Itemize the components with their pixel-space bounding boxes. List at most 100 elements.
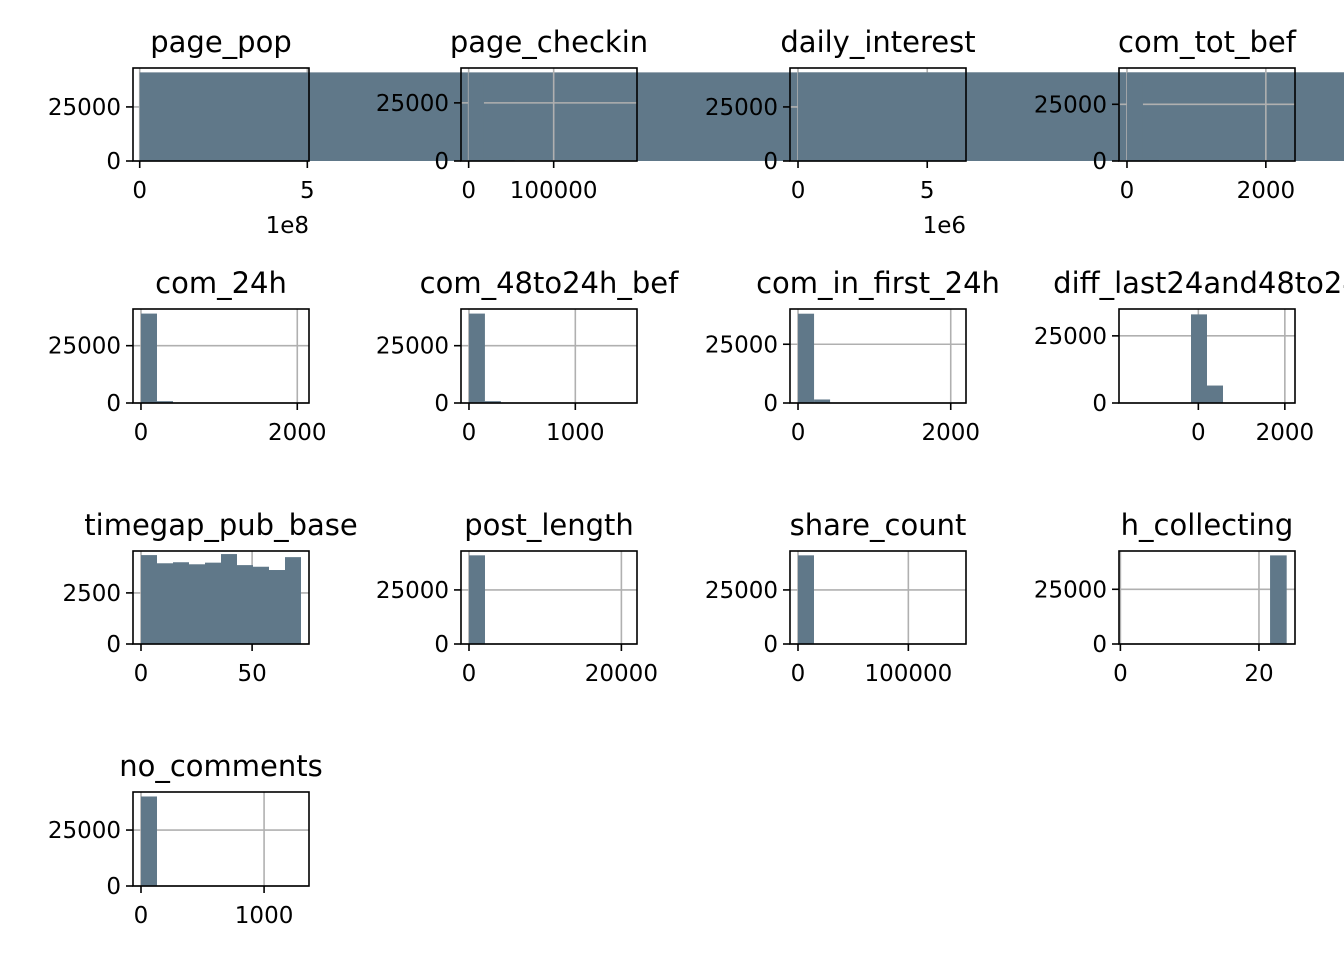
x-tick-label: 0 xyxy=(1113,661,1128,687)
panel-title: share_count xyxy=(790,508,967,542)
histogram-bar xyxy=(1207,386,1223,403)
histogram-bar xyxy=(1270,555,1287,644)
panel-title: diff_last24and48to24 xyxy=(1053,266,1344,300)
axes-frame xyxy=(790,309,966,403)
y-tick-label: 25000 xyxy=(376,91,449,117)
histogram-bar xyxy=(205,563,221,644)
panel-title: page_checkin xyxy=(450,25,648,59)
panel-title: page_pop xyxy=(150,25,292,59)
y-tick-label: 25000 xyxy=(1034,324,1107,350)
x-tick-label: 0 xyxy=(462,420,477,446)
histogram-panel-8: 0 2000 0 25000 diff_last24and48to24 xyxy=(1034,266,1344,446)
histogram-panel-11: 0 100000 0 25000 share_count xyxy=(705,508,967,687)
axes-frame xyxy=(133,792,309,886)
histogram-bar xyxy=(269,570,285,644)
y-tick-label: 25000 xyxy=(48,95,121,121)
y-tick-label: 25000 xyxy=(705,95,778,121)
x-tick-label: 2000 xyxy=(1237,178,1296,204)
y-tick-label: 25000 xyxy=(1034,577,1107,603)
x-tick-label: 0 xyxy=(134,661,149,687)
y-tick-label: 0 xyxy=(434,391,449,417)
y-tick-label: 25000 xyxy=(1034,92,1107,118)
y-tick-label: 0 xyxy=(434,149,449,175)
panel-title: com_in_first_24h xyxy=(756,266,1000,300)
x-tick-label: 2000 xyxy=(268,420,327,446)
y-tick-label: 25000 xyxy=(705,332,778,358)
histogram-panel-10: 0 20000 0 25000 post_length xyxy=(376,508,658,687)
x-tick-label: 0 xyxy=(134,903,149,929)
histogram-bar xyxy=(189,564,205,644)
x-tick-label: 20 xyxy=(1244,661,1273,687)
panel-title: post_length xyxy=(464,508,634,542)
y-tick-label: 2500 xyxy=(62,581,121,607)
y-tick-label: 0 xyxy=(763,149,778,175)
axes-frame xyxy=(1119,551,1295,644)
x-tick-label: 100000 xyxy=(864,661,952,687)
y-tick-label: 0 xyxy=(1092,149,1107,175)
x-axis-offset-label: 1e8 xyxy=(266,213,309,239)
x-tick-label: 0 xyxy=(462,661,477,687)
histogram-bar xyxy=(237,565,253,644)
y-tick-label: 0 xyxy=(106,632,121,658)
y-tick-label: 0 xyxy=(106,391,121,417)
x-tick-label: 50 xyxy=(237,661,266,687)
panel-title: com_24h xyxy=(155,266,287,300)
x-tick-label: 0 xyxy=(791,178,806,204)
panel-title: timegap_pub_base xyxy=(84,508,357,542)
x-tick-label: 2000 xyxy=(1256,420,1315,446)
x-tick-label: 1000 xyxy=(235,903,294,929)
panel-title: no_comments xyxy=(119,749,323,783)
axes-frame xyxy=(461,309,637,403)
histogram-bar xyxy=(141,555,157,644)
x-tick-label: 0 xyxy=(791,420,806,446)
histogram-bar xyxy=(469,73,484,161)
axes-frame xyxy=(133,309,309,403)
histogram-panel-7: 0 2000 0 25000 com_in_first_24h xyxy=(705,266,1000,446)
x-tick-label: 0 xyxy=(134,420,149,446)
histogram-bar xyxy=(253,567,269,644)
axes-frame xyxy=(790,551,966,644)
y-tick-label: 25000 xyxy=(705,578,778,604)
histogram-bar xyxy=(173,562,189,644)
panel-title: daily_interest xyxy=(780,25,975,59)
panel-title: h_collecting xyxy=(1121,508,1294,542)
y-tick-label: 0 xyxy=(106,149,121,175)
y-tick-label: 25000 xyxy=(48,334,121,360)
x-axis-offset-label: 1e6 xyxy=(923,213,966,239)
histogram-bar xyxy=(157,563,173,644)
x-tick-label: 5 xyxy=(300,178,315,204)
x-tick-label: 0 xyxy=(1120,178,1135,204)
y-tick-label: 0 xyxy=(434,632,449,658)
y-tick-label: 0 xyxy=(763,391,778,417)
y-tick-label: 0 xyxy=(763,632,778,658)
axes-frame xyxy=(461,551,637,644)
x-tick-label: 0 xyxy=(132,178,147,204)
y-tick-label: 25000 xyxy=(376,578,449,604)
histogram-bar xyxy=(285,557,301,644)
x-tick-label: 20000 xyxy=(585,661,658,687)
y-tick-label: 0 xyxy=(106,874,121,900)
x-tick-label: 2000 xyxy=(921,420,980,446)
panel-title: com_tot_bef xyxy=(1118,25,1297,59)
histogram-bar xyxy=(469,555,485,644)
x-tick-label: 5 xyxy=(920,178,935,204)
x-tick-label: 0 xyxy=(791,661,806,687)
y-tick-label: 25000 xyxy=(376,334,449,360)
histogram-bar xyxy=(1191,314,1207,403)
histogram-bar xyxy=(798,314,814,403)
histogram-bar xyxy=(798,555,814,644)
histogram-bar xyxy=(221,554,237,644)
x-tick-label: 0 xyxy=(461,178,476,204)
histogram-bar xyxy=(141,796,157,886)
histogram-panel-9: 0 50 0 2500 timegap_pub_base xyxy=(62,508,357,687)
y-tick-label: 0 xyxy=(1092,391,1107,417)
histogram-panel-5: 0 2000 0 25000 com_24h xyxy=(48,266,327,446)
histogram-bar xyxy=(469,314,485,403)
histogram-bar xyxy=(141,314,157,403)
x-tick-label: 0 xyxy=(1191,420,1206,446)
